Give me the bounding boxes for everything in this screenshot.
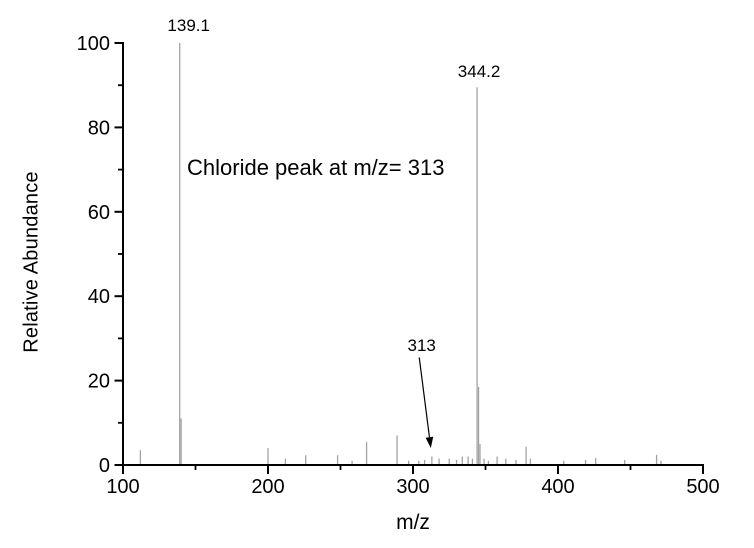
x-tick-label: 400 bbox=[541, 476, 574, 498]
y-tick-label: 20 bbox=[88, 371, 110, 393]
y-tick-label: 60 bbox=[88, 202, 110, 224]
chloride-annotation-text: Chloride peak at m/z= 313 bbox=[187, 155, 445, 180]
x-tick-label: 100 bbox=[106, 476, 139, 498]
arrow-label-313: 313 bbox=[407, 335, 436, 355]
y-tick-label: 40 bbox=[88, 286, 110, 308]
y-tick-label: 80 bbox=[88, 117, 110, 139]
arrow-head bbox=[425, 436, 434, 449]
y-tick-label: 0 bbox=[99, 455, 110, 477]
peak-label-344: 344.2 bbox=[457, 62, 501, 81]
peak-label-139: 139.1 bbox=[167, 16, 210, 35]
x-tick-label: 300 bbox=[396, 476, 429, 498]
arrow-line bbox=[418, 357, 431, 438]
y-tick-label: 100 bbox=[77, 33, 110, 55]
x-axis-title: m/z bbox=[396, 511, 430, 534]
x-tick-label: 200 bbox=[251, 476, 284, 498]
y-axis-title: Relative Abundance bbox=[20, 171, 43, 353]
x-tick-label: 500 bbox=[686, 476, 719, 498]
